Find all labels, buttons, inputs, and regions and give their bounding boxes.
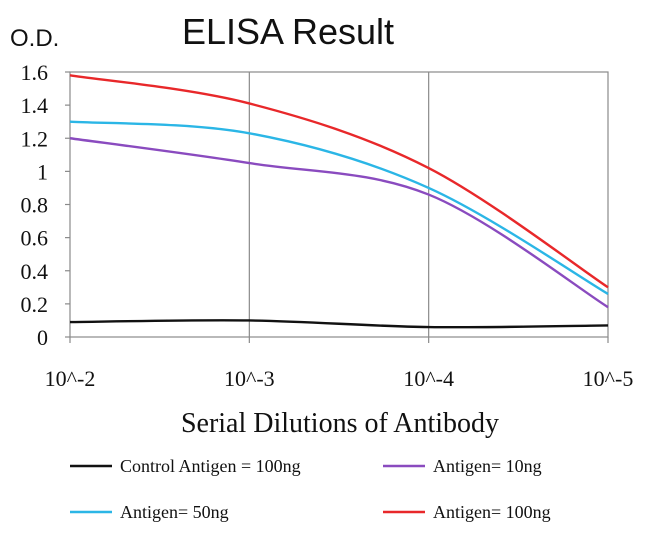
series-line-3 [69, 74, 609, 289]
legend-entry: Antigen= 100ng [433, 502, 551, 522]
series-line-1 [69, 137, 609, 309]
y-tick-label: 1.2 [21, 126, 49, 151]
grid-lines [248, 72, 430, 337]
x-tick-label: 10^-2 [45, 366, 96, 391]
y-tick-label: 1.6 [21, 60, 49, 85]
y-tick-label: 1 [37, 159, 48, 184]
y-tick-label: 0.8 [21, 193, 49, 218]
x-axis-label: Serial Dilutions of Antibody [181, 408, 499, 439]
x-tick-label: 10^-5 [583, 366, 634, 391]
y-tick-label: 0.2 [21, 292, 49, 317]
legend-entry: Antigen= 10ng [433, 456, 542, 476]
x-tick-label: 10^-3 [224, 366, 275, 391]
x-axis-ticks: 10^-2 10^-3 10^-4 10^-5 [45, 337, 634, 391]
series-lines [69, 74, 609, 329]
legend-entry: Control Antigen = 100ng [120, 456, 301, 476]
y-tick-label: 0 [37, 325, 48, 350]
legend-entry: Antigen= 50ng [120, 502, 229, 522]
legend: Control Antigen = 100ng Antigen= 10ng Anti… [70, 456, 551, 522]
plot-area [69, 71, 609, 338]
y-tick-label: 1.4 [21, 93, 49, 118]
chart-title: ELISA Result [182, 11, 394, 52]
y-axis-ticks: 0 0.2 0.4 0.6 0.8 1 1.2 1.4 1.6 [21, 60, 70, 350]
series-line-0 [69, 319, 609, 329]
series-line-2 [69, 120, 609, 295]
y-axis-label: O.D. [10, 25, 59, 52]
y-tick-label: 0.4 [21, 259, 49, 284]
y-tick-label: 0.6 [21, 226, 49, 251]
plot-border [69, 71, 609, 338]
x-tick-label: 10^-4 [403, 366, 454, 391]
